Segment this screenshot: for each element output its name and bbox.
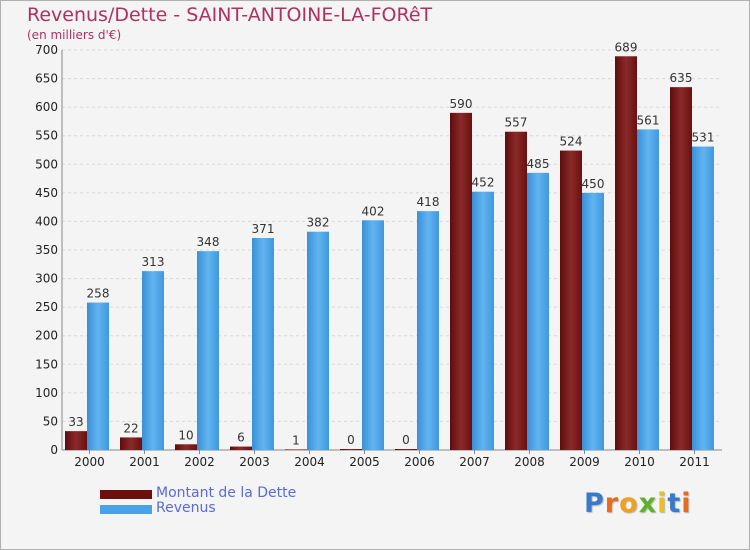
y-tick-label-450: 450: [35, 186, 58, 200]
y-tick-label-350: 350: [35, 243, 58, 257]
logo-letter-0: P: [584, 488, 605, 519]
legend-label-dette: Montant de la Dette: [156, 485, 297, 501]
bar-revenus-2002: [197, 251, 219, 450]
data-label-revenus-2007: 452: [472, 176, 495, 190]
y-tick-label-400: 400: [35, 214, 58, 228]
y-tick-label-150: 150: [35, 357, 58, 371]
bar-dette-2005: [340, 449, 362, 450]
logo-letter-2: o: [619, 488, 639, 519]
x-tick-label-2009: 2009: [569, 455, 600, 469]
data-label-dette-2004: 1: [292, 433, 300, 447]
bar-dette-2003: [230, 446, 252, 450]
logo-letter-5: t: [667, 488, 682, 519]
y-tick-label-550: 550: [35, 129, 58, 143]
data-label-revenus-2003: 371: [252, 222, 275, 236]
data-label-revenus-2001: 313: [142, 255, 165, 269]
bar-dette-2000: [65, 431, 87, 450]
logo-letter-1: r: [604, 488, 620, 519]
data-label-dette-2007: 590: [450, 97, 473, 111]
bar-dette-2002: [175, 444, 197, 450]
data-label-revenus-2002: 348: [197, 235, 220, 249]
data-label-revenus-2004: 382: [307, 216, 330, 230]
x-tick-label-2001: 2001: [129, 455, 160, 469]
y-tick-label-50: 50: [43, 414, 58, 428]
bar-revenus-2000: [87, 302, 109, 450]
x-tick-label-2003: 2003: [239, 455, 270, 469]
bar-dette-2010: [615, 56, 637, 451]
data-label-dette-2006: 0: [402, 433, 410, 447]
y-tick-label-200: 200: [35, 329, 58, 343]
data-label-revenus-2008: 485: [527, 157, 550, 171]
x-tick-label-2002: 2002: [184, 455, 215, 469]
data-label-dette-2003: 6: [237, 431, 245, 445]
bar-revenus-2007: [472, 191, 494, 450]
logo-letter-4: i: [657, 488, 668, 519]
bar-revenus-2011: [692, 146, 714, 451]
y-tick-label-500: 500: [35, 157, 58, 171]
data-label-dette-2005: 0: [347, 433, 355, 447]
data-label-revenus-2009: 450: [582, 177, 605, 191]
logo-letter-6: i: [681, 488, 692, 519]
bar-revenus-2009: [582, 192, 604, 450]
bar-revenus-2001: [142, 271, 164, 450]
proxiti-logo: Proxiti: [584, 488, 692, 519]
chart-subtitle: (en milliers d'€): [27, 28, 122, 42]
y-tick-label-100: 100: [35, 386, 58, 400]
data-label-dette-2002: 10: [178, 428, 193, 442]
bar-revenus-2004: [307, 231, 329, 450]
bar-dette-2011: [670, 87, 692, 451]
data-label-dette-2010: 689: [615, 40, 638, 54]
bar-dette-2007: [450, 112, 472, 450]
bar-dette-2008: [505, 131, 527, 450]
y-tick-label-600: 600: [35, 100, 58, 114]
y-tick-label-650: 650: [35, 72, 58, 86]
x-tick-label-2006: 2006: [404, 455, 435, 469]
chart-title: Revenus/Dette - SAINT-ANTOINE-LA-FORêT: [27, 4, 433, 26]
bar-revenus-2006: [417, 211, 439, 450]
x-tick-label-2011: 2011: [679, 455, 710, 469]
x-tick-label-2007: 2007: [459, 455, 490, 469]
data-label-dette-2008: 557: [505, 116, 528, 130]
y-tick-label-250: 250: [35, 300, 58, 314]
bar-dette-2001: [120, 437, 142, 450]
legend-label-revenus: Revenus: [156, 500, 216, 516]
data-label-dette-2000: 33: [68, 415, 83, 429]
legend-swatch-dette: [100, 490, 152, 499]
data-label-revenus-2000: 258: [87, 287, 110, 301]
bar-revenus-2005: [362, 220, 384, 450]
data-label-dette-2001: 22: [123, 421, 138, 435]
data-label-revenus-2005: 402: [362, 204, 385, 218]
data-label-revenus-2010: 561: [637, 113, 660, 127]
x-tick-label-2004: 2004: [294, 455, 325, 469]
data-label-dette-2009: 524: [560, 135, 583, 149]
y-tick-label-0: 0: [50, 443, 58, 457]
x-tick-label-2008: 2008: [514, 455, 545, 469]
bar-revenus-2003: [252, 238, 274, 450]
y-tick-label-700: 700: [35, 43, 58, 57]
bar-revenus-2008: [527, 172, 549, 450]
bar-dette-2009: [560, 150, 582, 451]
data-label-revenus-2011: 531: [692, 131, 715, 145]
x-tick-label-2000: 2000: [74, 455, 105, 469]
bar-revenus-2010: [637, 129, 659, 450]
bar-dette-2004: [285, 449, 307, 450]
y-tick-label-300: 300: [35, 272, 58, 286]
bar-dette-2006: [395, 449, 417, 450]
x-tick-label-2010: 2010: [624, 455, 655, 469]
data-label-revenus-2006: 418: [417, 195, 440, 209]
logo-letter-3: x: [638, 488, 658, 519]
x-tick-label-2005: 2005: [349, 455, 380, 469]
data-label-dette-2011: 635: [670, 71, 693, 85]
legend-swatch-revenus: [100, 505, 152, 514]
